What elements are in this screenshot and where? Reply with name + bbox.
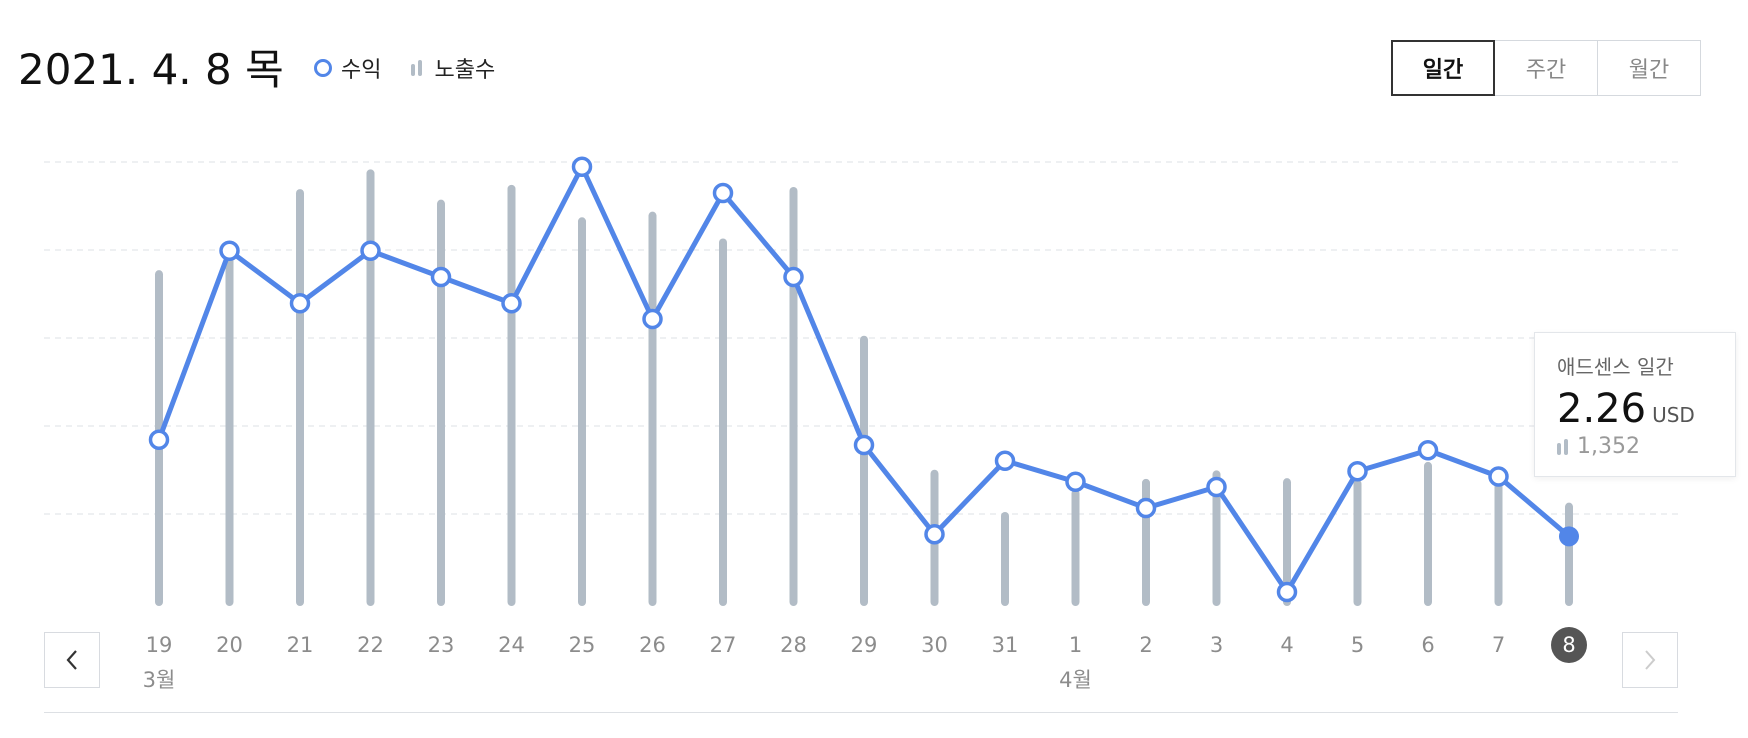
next-button[interactable] — [1622, 632, 1678, 688]
chevron-right-icon — [1645, 650, 1656, 670]
revenue-point — [853, 434, 875, 456]
legend-impressions-label: 노출수 — [434, 58, 496, 83]
x-tick-label: 22 — [357, 633, 384, 657]
x-tick-label: 7 — [1492, 633, 1505, 657]
revenue-point — [1559, 526, 1579, 547]
revenue-point — [1276, 581, 1298, 603]
month-label: 3월 — [143, 668, 176, 692]
x-tick-label: 2 — [1139, 633, 1152, 657]
chart-legend: 수익 노출수 — [314, 52, 525, 84]
x-tick-label: 27 — [710, 633, 737, 657]
revenue-point — [712, 182, 734, 204]
revenue-point — [924, 524, 945, 545]
selected-day-marker — [1551, 627, 1587, 663]
x-tick-label: 28 — [780, 633, 807, 657]
revenue-point — [430, 266, 452, 288]
revenue-point — [501, 293, 522, 314]
x-tick-label: 3 — [1210, 633, 1223, 657]
month-label: 4월 — [1059, 668, 1092, 692]
x-tick-label: 5 — [1351, 633, 1364, 657]
bar-marker-icon — [1557, 438, 1571, 455]
revenue-point — [994, 450, 1016, 471]
x-tick-label: 19 — [146, 633, 173, 657]
chart-tooltip: 애드센스 일간 2.26 USD 1,352 — [1534, 332, 1736, 477]
revenue-point — [1206, 476, 1227, 498]
x-tick-label: 30 — [921, 633, 948, 657]
x-tick-label: 6 — [1421, 633, 1434, 657]
tooltip-value: 2.26 — [1557, 386, 1647, 432]
x-tick-label: 8 — [1562, 633, 1575, 657]
revenue-point — [1417, 440, 1439, 461]
x-tick-label: 4 — [1280, 633, 1293, 657]
prev-button[interactable] — [44, 632, 100, 688]
x-tick-label: 26 — [639, 633, 666, 657]
legend-impressions: 노출수 — [411, 52, 495, 84]
revenue-point — [1135, 497, 1157, 519]
revenue-point — [642, 308, 663, 330]
page-title: 2021. 4. 8 목 — [18, 45, 284, 94]
x-tick-label: 23 — [428, 633, 455, 657]
revenue-point — [289, 293, 311, 314]
revenue-point — [148, 429, 170, 450]
revenue-point — [219, 240, 240, 261]
revenue-point — [783, 266, 804, 288]
revenue-point — [1488, 466, 1509, 487]
x-tick-label: 29 — [851, 633, 878, 657]
revenue-point — [360, 240, 381, 261]
x-tick-label: 25 — [569, 633, 596, 657]
tooltip-title: 애드센스 일간 — [1557, 355, 1674, 379]
x-tick-label: 1 — [1069, 633, 1082, 657]
tab-monthly[interactable]: 월간 — [1597, 40, 1701, 96]
line-marker-icon — [314, 59, 332, 77]
chart-bottom-divider — [44, 712, 1678, 713]
revenue-point — [1347, 461, 1368, 482]
x-tick-label: 24 — [498, 633, 525, 657]
tooltip-unit: USD — [1652, 403, 1695, 427]
legend-revenue: 수익 — [314, 52, 381, 84]
tooltip-impressions: 1,352 — [1577, 434, 1640, 459]
period-tabs: 일간 주간 월간 — [1391, 40, 1701, 96]
x-tick-label: 21 — [287, 633, 314, 657]
bar-marker-icon — [411, 60, 425, 76]
x-tick-label: 31 — [992, 633, 1019, 657]
revenue-point — [571, 156, 593, 177]
x-tick-label: 20 — [216, 633, 243, 657]
chevron-left-icon — [66, 650, 77, 670]
tab-daily[interactable]: 일간 — [1391, 40, 1495, 96]
revenue-point — [1065, 471, 1086, 492]
legend-revenue-label: 수익 — [341, 58, 382, 83]
